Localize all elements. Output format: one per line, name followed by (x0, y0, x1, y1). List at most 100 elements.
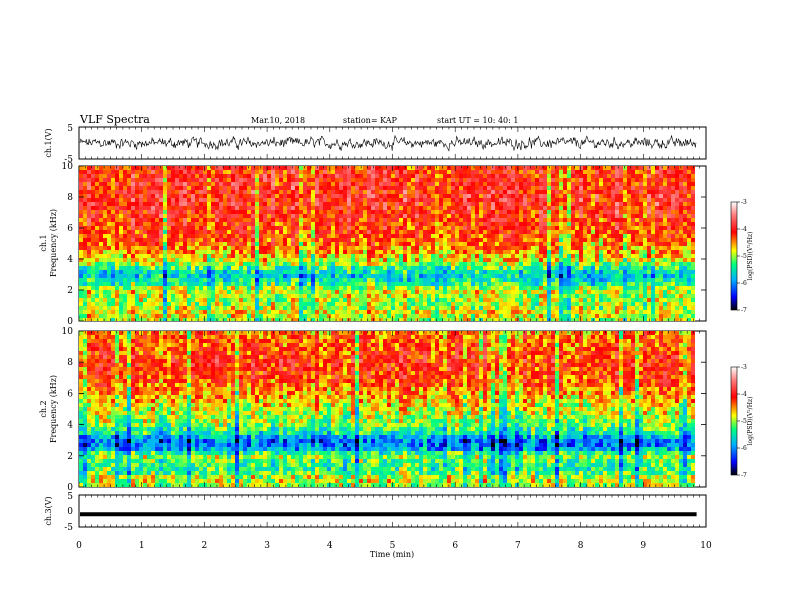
spectrogram-cell (487, 266, 491, 270)
spectrogram-cell (171, 250, 175, 254)
spectrogram-cell (147, 282, 151, 286)
spectrogram-cell (339, 218, 343, 222)
spectrogram-cell (163, 282, 167, 286)
spectrogram-cell (191, 258, 195, 262)
spectrogram-cell (419, 242, 423, 246)
spectrogram-cell (171, 222, 175, 226)
spectrogram-cell (395, 226, 399, 230)
spectrogram-cell (571, 174, 575, 178)
spectrogram-cell (279, 222, 283, 226)
spectrogram-cell (347, 278, 351, 282)
spectrogram-cell (339, 242, 343, 246)
spectrogram-cell (551, 218, 555, 222)
spectrogram-cell (443, 186, 447, 190)
spectrogram-cell (287, 178, 291, 182)
spectrogram-cell (547, 286, 551, 290)
spectrogram-cell (115, 218, 119, 222)
spectrogram-cell (495, 286, 499, 290)
spectrogram-cell (123, 274, 127, 278)
spectrogram-cell (583, 198, 587, 202)
spectrogram-cell (403, 226, 407, 230)
spectrogram-cell (383, 226, 387, 230)
spectrogram-cell (219, 178, 223, 182)
spectrogram-cell (111, 250, 115, 254)
spectrogram-cell (295, 226, 299, 230)
spectrogram-cell (275, 286, 279, 290)
spectrogram-cell (199, 290, 203, 294)
spectrogram-cell (603, 282, 607, 286)
spectrogram-cell (627, 170, 631, 174)
spectrogram-cell (371, 186, 375, 190)
spectrogram-cell (347, 290, 351, 294)
spectrogram-cell (515, 274, 519, 278)
spectrogram-cell (387, 262, 391, 266)
spectrogram-cell (91, 266, 95, 270)
spectrogram-cell (435, 214, 439, 218)
spectrogram-cell (267, 290, 271, 294)
spectrogram-cell (419, 250, 423, 254)
spectrogram-cell (451, 290, 455, 294)
spectrogram-cell (579, 290, 583, 294)
spectrogram-cell (619, 178, 623, 182)
spectrogram-cell (603, 214, 607, 218)
spectrogram-cell (527, 254, 531, 258)
spectrogram-cell (139, 186, 143, 190)
spectrogram-cell (303, 282, 307, 286)
spectrogram-cell (159, 174, 163, 178)
spectrogram-cell (571, 254, 575, 258)
spectrogram-cell (643, 242, 647, 246)
spectrogram-cell (587, 282, 591, 286)
spectrogram-cell (491, 186, 495, 190)
spectrogram-cell (559, 266, 563, 270)
spectrogram-cell (375, 234, 379, 238)
spectrogram-cell (219, 254, 223, 258)
spectrogram-cell (255, 206, 259, 210)
spectrogram-cell (307, 242, 311, 246)
spectrogram-cell (79, 230, 83, 234)
spectrogram-cell (235, 250, 239, 254)
spectrogram-cell (351, 254, 355, 258)
spectrogram-cell (339, 270, 343, 274)
spectrogram-cell (123, 258, 127, 262)
spectrogram-cell (335, 230, 339, 234)
spectrogram-cell (343, 282, 347, 286)
spectrogram-cell (503, 274, 507, 278)
spectrogram-cell (587, 278, 591, 282)
spectrogram-cell (655, 270, 659, 274)
spectrogram-cell (259, 170, 263, 174)
spectrogram-cell (263, 258, 267, 262)
spectrogram-cell (635, 186, 639, 190)
spectrogram-cell (511, 178, 515, 182)
spectrogram-cell (179, 282, 183, 286)
spectrogram-cell (151, 238, 155, 242)
spectrogram-cell (243, 230, 247, 234)
spectrogram-cell (347, 198, 351, 202)
spectrogram-cell (547, 222, 551, 226)
spectrogram-cell (131, 294, 135, 298)
spectrogram-cell (307, 190, 311, 194)
spectrogram-cell (399, 254, 403, 258)
spectrogram-cell (539, 194, 543, 198)
spectrogram-cell (467, 266, 471, 270)
spectrogram-cell (351, 290, 355, 294)
spectrogram-cell (675, 246, 679, 250)
spectrogram-cell (219, 202, 223, 206)
spectrogram-cell (123, 226, 127, 230)
spectrogram-cell (191, 210, 195, 214)
spectrogram-cell (259, 182, 263, 186)
spectrogram-cell (243, 238, 247, 242)
spectrogram-cell (659, 194, 663, 198)
spectrogram-cell (383, 190, 387, 194)
spectrogram-cell (211, 226, 215, 230)
spectrogram-cell (567, 286, 571, 290)
spectrogram-cell (455, 190, 459, 194)
spectrogram-cell (387, 194, 391, 198)
spectrogram-cell (315, 186, 319, 190)
spectrogram-cell (115, 274, 119, 278)
spectrogram-cell (359, 174, 363, 178)
spectrogram-cell (367, 182, 371, 186)
spectrogram-cell (679, 270, 683, 274)
spectrogram-cell (175, 178, 179, 182)
spectrogram-cell (663, 250, 667, 254)
spectrogram-cell (651, 266, 655, 270)
